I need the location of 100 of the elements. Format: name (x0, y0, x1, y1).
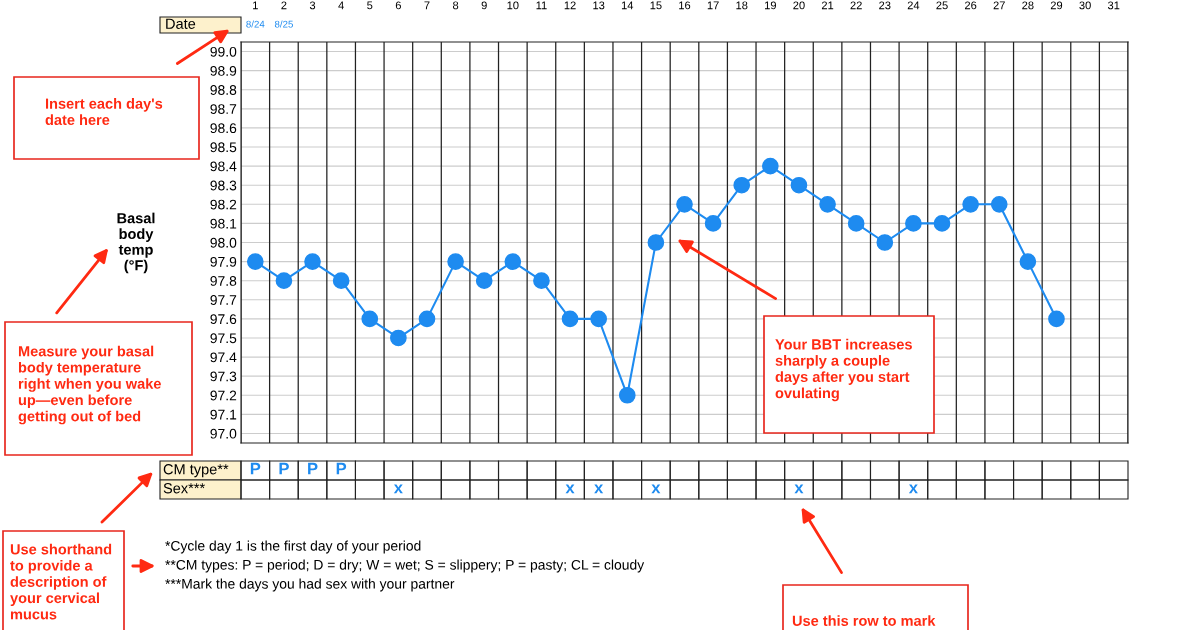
text: x (393, 484, 403, 494)
y-tick-label: 97.1 (210, 409, 237, 420)
y-tick-label: 98.5 (210, 142, 237, 153)
x-tick-label: 20 (793, 1, 805, 10)
x-tick-label: 30 (1079, 1, 1091, 10)
x-tick-label: 8 (452, 1, 459, 10)
x-tick-label: 19 (765, 1, 776, 10)
y-tick-label: 97.3 (210, 371, 237, 382)
y-tick-label: 97.9 (210, 256, 237, 267)
point (275, 272, 293, 290)
point (905, 215, 922, 232)
point (447, 253, 464, 270)
y-tick-label: 97.0 (210, 428, 237, 439)
point (1048, 310, 1065, 328)
point (733, 176, 751, 194)
x-tick-label: 2 (281, 1, 287, 10)
x-tick-label: 4 (338, 1, 344, 10)
x-tick-label: 22 (850, 1, 862, 10)
x-tick-label: 3 (309, 1, 316, 10)
text: **CM types: P = period; D = dry; W = wet; S = slippery; P = pasty; CL = cloudy (165, 559, 645, 573)
point (933, 215, 951, 232)
text: P (308, 462, 318, 475)
x-tick-label: 26 (965, 1, 977, 10)
text: 8/24 (246, 20, 265, 28)
text: P (250, 462, 261, 475)
x-tick-label: 5 (367, 1, 373, 10)
x-tick-label: 24 (907, 1, 920, 10)
point (246, 253, 264, 270)
point (819, 195, 836, 213)
text: CM type** (163, 464, 229, 478)
point (418, 310, 436, 328)
y-tick-label: 98.7 (210, 104, 237, 114)
point (876, 234, 894, 251)
y-tick-label: 98.1 (210, 218, 237, 229)
x-tick-label: 31 (1107, 1, 1120, 10)
y-tick-label: 99.0 (210, 46, 237, 57)
point (1019, 253, 1037, 270)
x-tick-label: 28 (1022, 1, 1034, 10)
x-tick-label: 16 (679, 1, 691, 10)
y-tick-label: 97.7 (210, 295, 237, 305)
x-tick-label: 15 (650, 1, 662, 10)
text: x (594, 484, 604, 494)
y-tick-label: 98.2 (210, 199, 237, 210)
point (618, 386, 636, 404)
point (790, 176, 808, 194)
x-tick-label: 27 (993, 1, 1005, 10)
x-tick-label: 10 (507, 1, 519, 10)
y-tick-label: 98.4 (210, 161, 237, 172)
text: Use this row to mark (792, 615, 936, 626)
point (676, 195, 693, 213)
y-tick-label: 97.5 (210, 333, 237, 344)
x-tick-label: 9 (481, 1, 487, 10)
point (990, 195, 1008, 213)
text: x (565, 484, 575, 494)
y-tick-label: 97.2 (210, 390, 237, 401)
point (361, 310, 379, 328)
point (590, 310, 607, 328)
point (704, 215, 722, 232)
text: P (279, 462, 289, 475)
y-tick-label: 97.6 (210, 314, 237, 325)
point (504, 253, 522, 270)
point (390, 329, 407, 347)
text: Insert each day's date here (45, 98, 163, 126)
point (533, 272, 550, 290)
text: 8/25 (274, 20, 293, 28)
x-tick-label: 29 (1050, 1, 1063, 10)
text: Use shorthand to provide a description of your cervical mucus (10, 543, 112, 620)
x-tick-label: 11 (536, 1, 547, 10)
y-tick-label: 98.3 (210, 180, 237, 191)
point (962, 195, 979, 213)
text: Measure your basal body temperature right when you wake up—even before getting out of bed (18, 345, 161, 425)
x-tick-label: 6 (395, 1, 401, 10)
text: *Cycle day 1 is the first day of your period (165, 540, 421, 554)
text: ***Mark the days you had sex with your partner (165, 578, 455, 592)
y-tick-label: 97.4 (210, 352, 237, 363)
x-tick-label: 23 (879, 1, 891, 10)
x-tick-label: 18 (736, 1, 748, 10)
x-tick-label: 1 (253, 1, 258, 10)
x-tick-label: 12 (564, 1, 576, 10)
x-tick-label: 25 (936, 1, 948, 10)
y-tick-label: 98.8 (210, 85, 237, 95)
text: x (794, 484, 804, 494)
y-axis-title: Basal body temp (°F) (117, 212, 155, 274)
point (304, 253, 321, 270)
point (332, 272, 350, 290)
text: Sex*** (163, 483, 205, 494)
text: Date (166, 18, 196, 29)
point (762, 157, 779, 175)
x-tick-label: 17 (707, 1, 719, 10)
x-tick-label: 21 (821, 1, 834, 10)
x-tick-label: 14 (621, 1, 634, 10)
x-tick-label: 7 (424, 1, 430, 10)
text: x (908, 484, 918, 494)
y-tick-label: 98.6 (210, 123, 237, 134)
text: P (336, 462, 347, 475)
y-tick-label: 97.8 (210, 276, 237, 286)
point (475, 272, 493, 290)
y-tick-label: 98.0 (210, 237, 237, 248)
point (847, 215, 865, 232)
point (561, 310, 579, 328)
